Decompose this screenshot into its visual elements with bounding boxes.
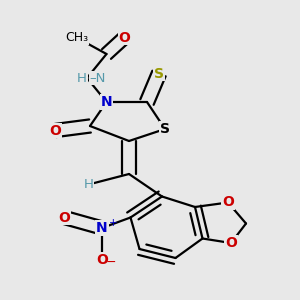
- Text: O: O: [225, 236, 237, 250]
- Text: CH₃: CH₃: [65, 31, 88, 44]
- Text: S: S: [154, 67, 164, 80]
- Text: O: O: [96, 253, 108, 266]
- Text: N: N: [96, 221, 108, 235]
- Text: H: H: [84, 178, 93, 191]
- Text: O: O: [118, 31, 130, 44]
- Text: O: O: [222, 196, 234, 209]
- Text: −: −: [106, 256, 116, 269]
- Text: S: S: [160, 122, 170, 136]
- Text: +: +: [109, 218, 118, 228]
- Text: O: O: [58, 211, 70, 224]
- Text: H: H: [77, 71, 87, 85]
- Text: O: O: [50, 124, 61, 137]
- Text: N: N: [101, 95, 112, 109]
- Text: –N: –N: [89, 71, 106, 85]
